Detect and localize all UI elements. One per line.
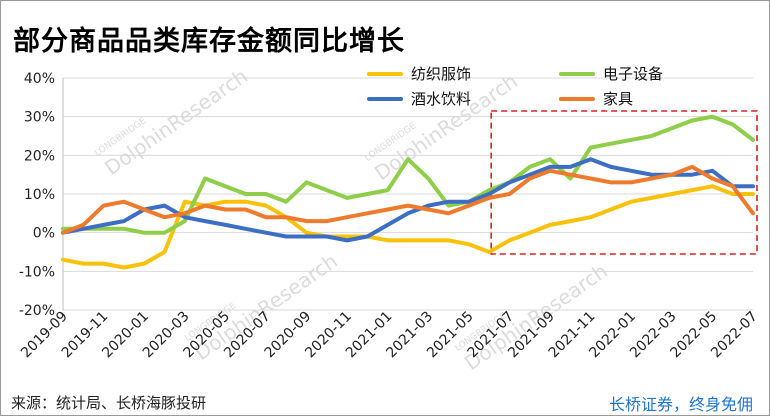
y-tick-label: -20% <box>19 303 55 319</box>
y-tick-label: 40% <box>24 71 55 87</box>
gridlines <box>63 77 753 311</box>
watermark-large-text: DolphinResearch <box>370 69 522 185</box>
y-tick-label: -10% <box>19 264 55 280</box>
series-lines <box>61 114 755 270</box>
slogan: 长桥证券，终身免佣 <box>608 395 753 414</box>
y-tick-label: 30% <box>24 110 55 126</box>
legend-label: 电子设备 <box>603 65 663 83</box>
legend-label: 酒水饮料 <box>411 90 471 108</box>
chart-title: 部分商品品类库存金额同比增长 <box>13 26 405 57</box>
y-tick-label: 0% <box>33 226 55 242</box>
series-line <box>61 184 755 270</box>
highlight-dashed-box <box>490 110 758 255</box>
legend-label: 纺织服饰 <box>411 65 471 83</box>
legend-label: 家具 <box>603 90 633 108</box>
source-note: 来源：统计局、长桥海豚投研 <box>11 394 207 412</box>
series-line <box>61 164 755 235</box>
y-tick-label: 10% <box>24 187 55 203</box>
highlight-box <box>490 110 758 255</box>
watermark-large-text: DolphinResearch <box>100 64 252 180</box>
y-tick-label: 20% <box>24 148 55 164</box>
series-line <box>61 114 755 235</box>
